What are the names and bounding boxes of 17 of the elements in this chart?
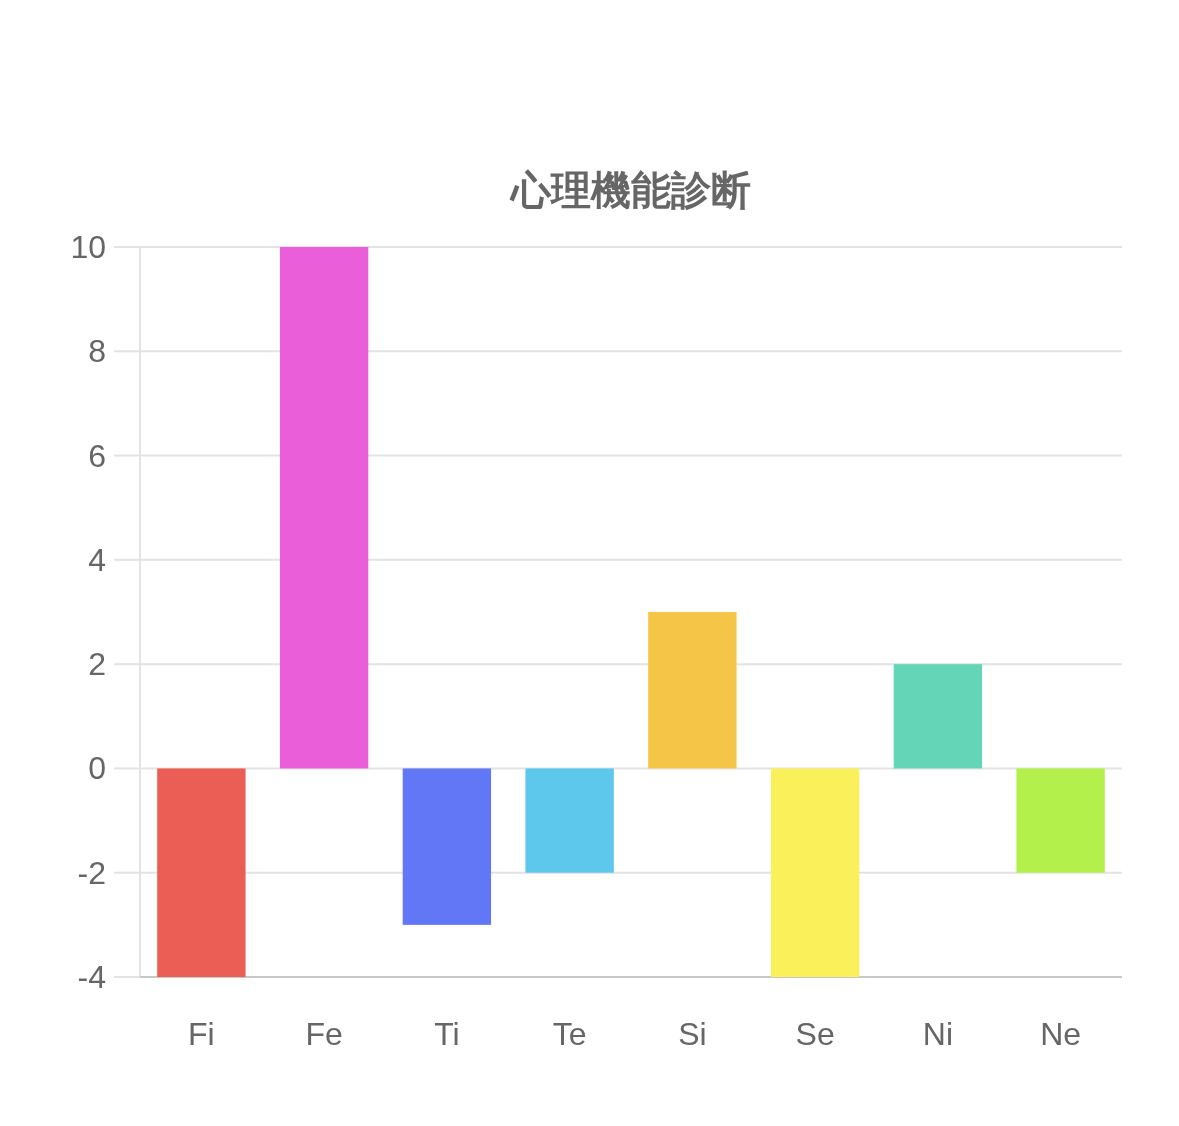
y-tick-label: -2 (77, 854, 106, 891)
y-tick-label: 10 (70, 229, 106, 265)
x-tick-label: Ti (434, 1016, 460, 1052)
y-tick-label: 8 (88, 333, 106, 370)
y-tick-label: 0 (88, 750, 106, 787)
y-tick-label: 2 (88, 646, 106, 683)
x-tick-label: Ne (1040, 1016, 1082, 1052)
y-tick-label: 6 (88, 437, 106, 474)
x-tick-label: Si (678, 1016, 707, 1052)
x-tick-label: Te (552, 1016, 587, 1052)
x-tick-label: Fi (188, 1016, 215, 1052)
x-tick-label: Se (795, 1016, 835, 1052)
y-tick-label: -4 (77, 959, 106, 995)
x-tick-label: Ni (922, 1016, 953, 1052)
x-tick-label: Fe (305, 1016, 343, 1052)
title: 心理機能診断 (511, 168, 751, 212)
y-tick-label: 4 (88, 541, 106, 578)
